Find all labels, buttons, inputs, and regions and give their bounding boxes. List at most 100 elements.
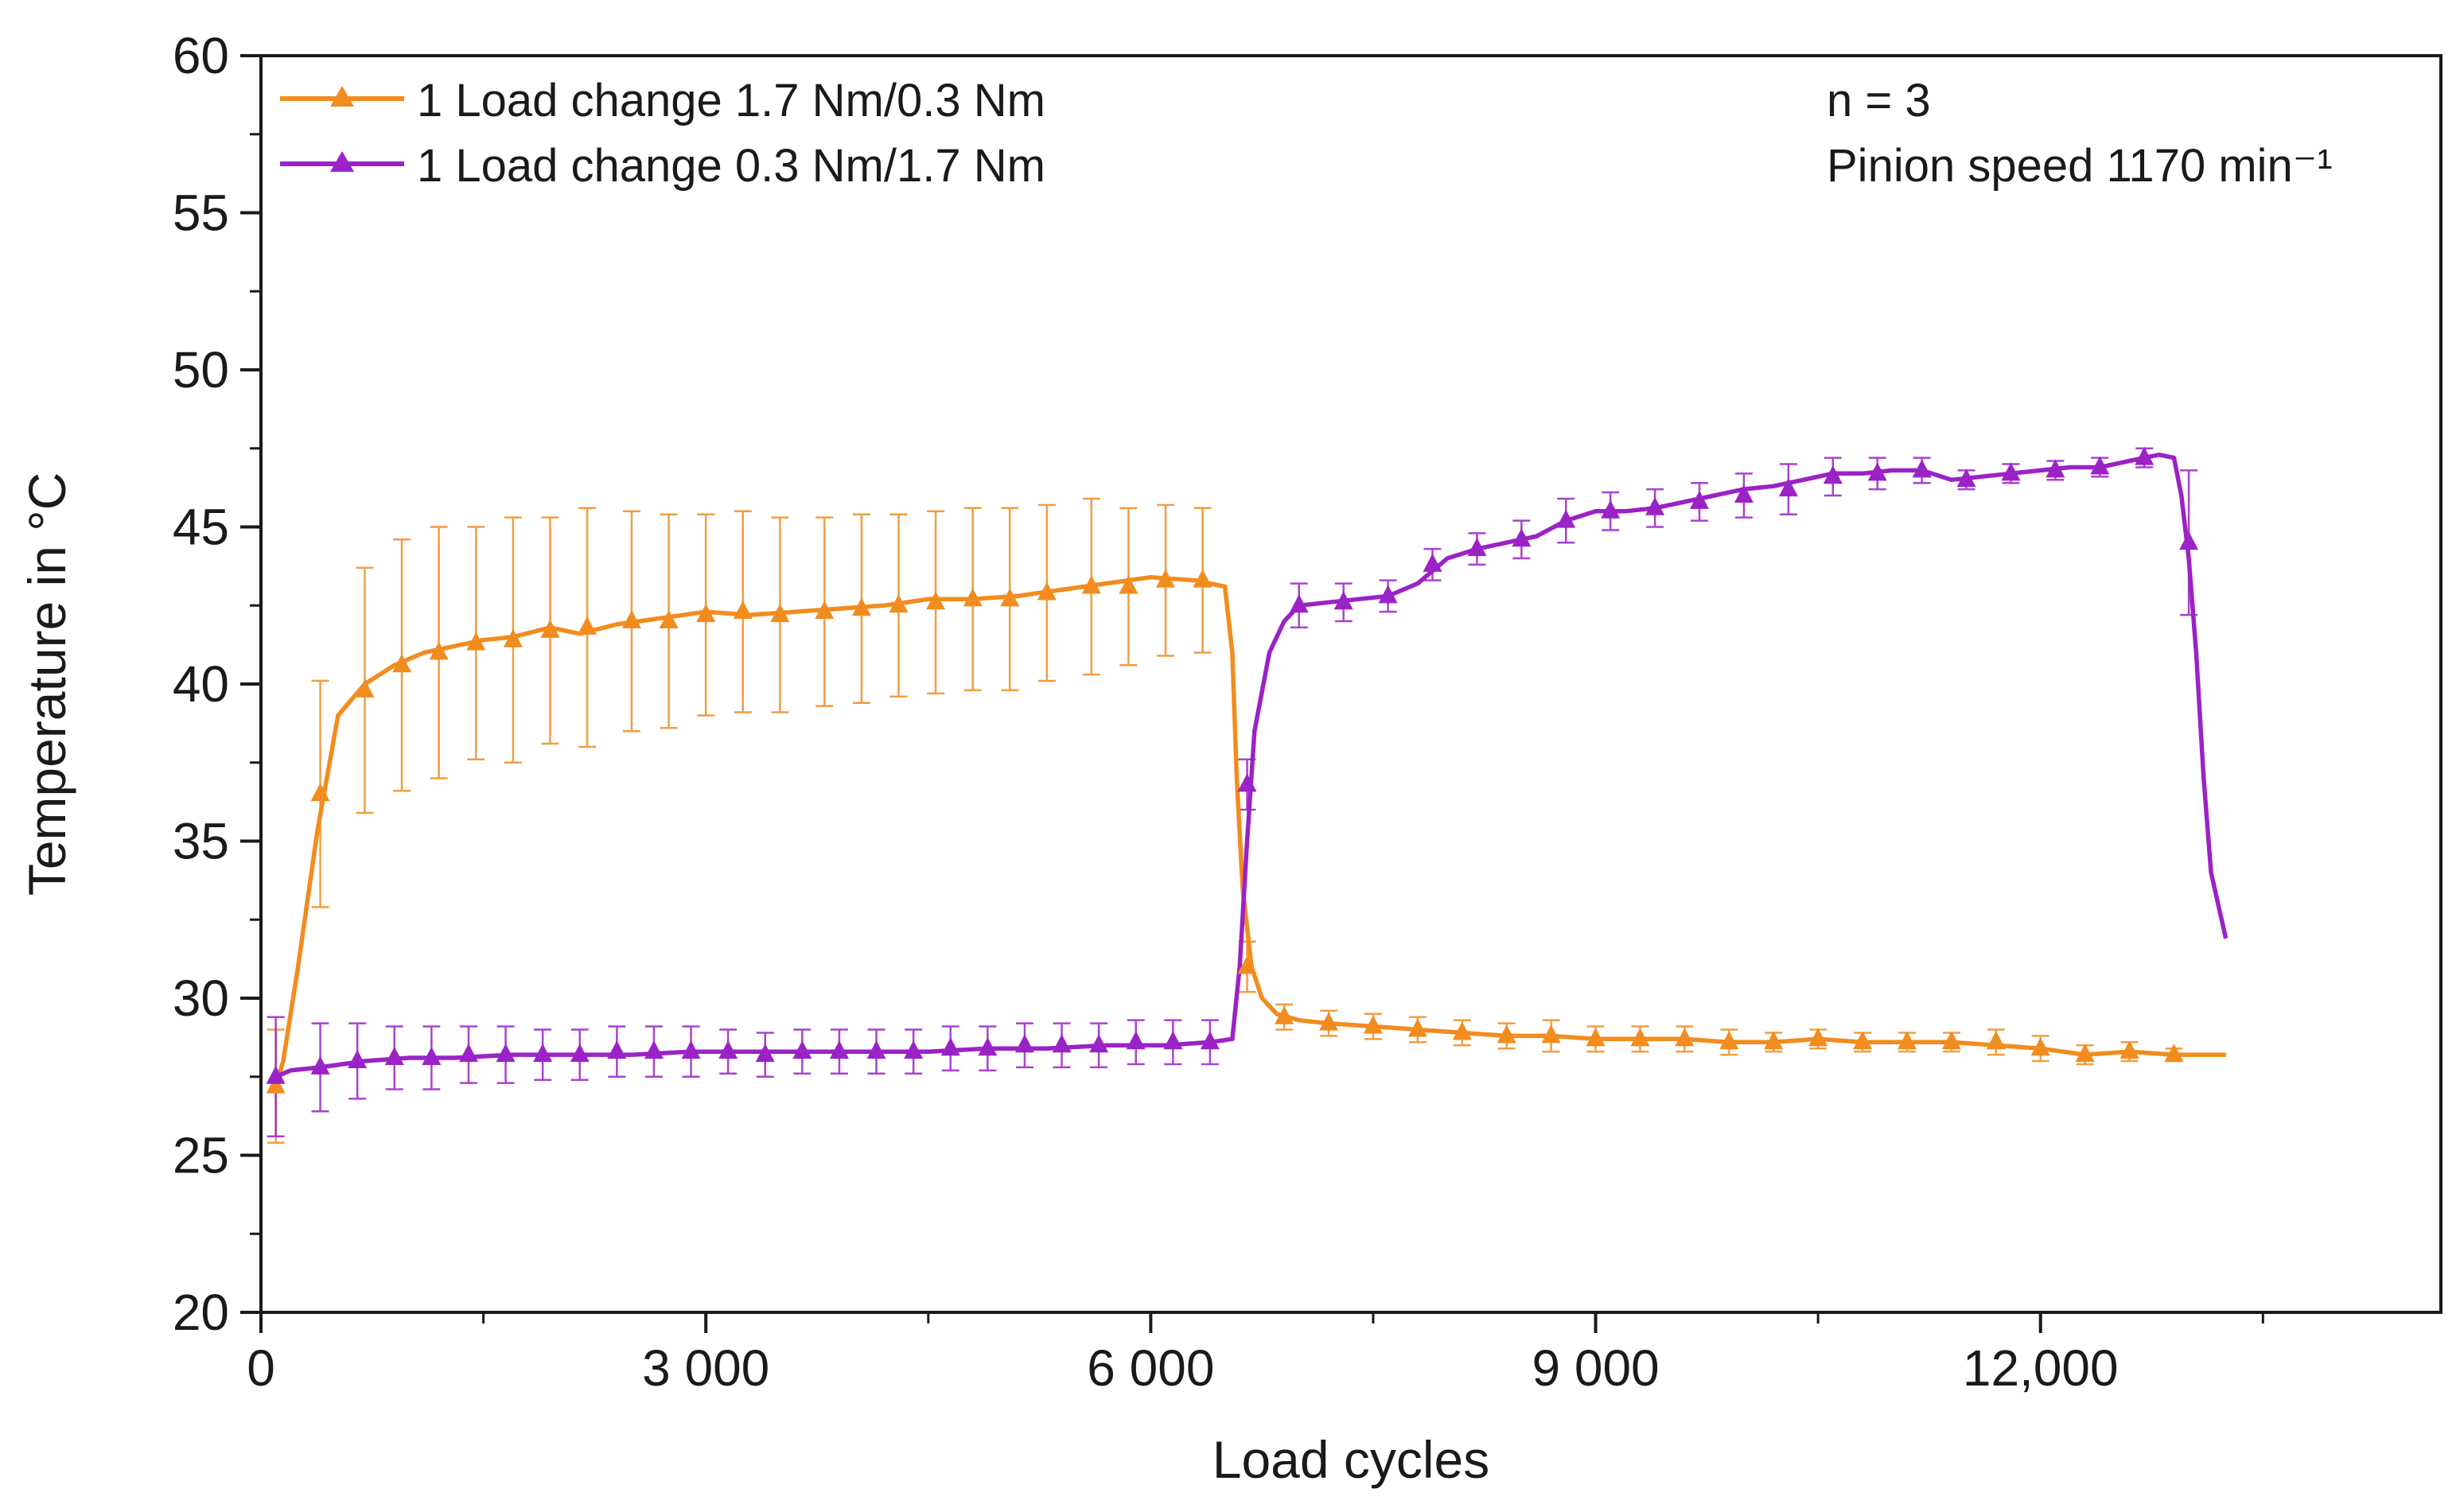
data-point-orange — [1764, 1031, 1784, 1050]
data-point-orange — [1407, 1018, 1427, 1037]
data-point-purple — [866, 1040, 886, 1059]
data-point-orange — [1675, 1028, 1695, 1047]
series-markers — [266, 446, 2199, 1094]
legend-swatch-orange-marker — [330, 86, 354, 107]
data-point-purple — [1823, 465, 1843, 484]
x-tick-label: 9 000 — [1532, 1339, 1659, 1397]
data-point-purple — [755, 1044, 775, 1063]
legend: 1 Load change 1.7 Nm/0.3 Nm 1 Load chang… — [280, 75, 1045, 192]
data-point-purple — [978, 1037, 998, 1056]
data-point-purple — [1778, 478, 1798, 497]
legend-swatch-purple-marker — [330, 151, 354, 172]
data-point-orange — [1497, 1024, 1516, 1044]
data-point-purple — [1163, 1031, 1183, 1050]
data-point-purple — [1200, 1031, 1220, 1050]
y-tick-label: 55 — [173, 185, 229, 242]
data-point-purple — [1734, 484, 1754, 503]
data-point-purple — [1956, 468, 1976, 488]
data-point-purple — [1690, 490, 1710, 509]
data-point-orange — [1193, 569, 1212, 588]
data-point-orange — [466, 632, 486, 651]
data-point-purple — [348, 1050, 368, 1068]
data-point-orange — [926, 591, 946, 610]
data-point-orange — [851, 597, 871, 616]
data-point-orange — [1452, 1021, 1472, 1040]
data-point-orange — [540, 619, 560, 638]
legend-label-orange: 1 Load change 1.7 Nm/0.3 Nm — [417, 75, 1045, 126]
data-point-orange — [355, 678, 375, 698]
data-point-orange — [1541, 1024, 1561, 1044]
data-point-purple — [2045, 459, 2065, 478]
data-point-orange — [696, 604, 716, 623]
data-point-orange — [2164, 1044, 2184, 1063]
data-point-purple — [422, 1047, 442, 1066]
x-tick-label: 0 — [247, 1339, 275, 1397]
data-point-orange — [429, 641, 449, 660]
data-point-purple — [1512, 528, 1532, 547]
data-point-orange — [503, 628, 523, 647]
series-lines — [273, 452, 2228, 1087]
y-tick-label: 50 — [173, 341, 229, 398]
y-tick-label: 45 — [173, 499, 229, 556]
data-point-orange — [963, 588, 983, 607]
data-point-purple — [2001, 462, 2021, 481]
series-line-orange — [273, 574, 2226, 1087]
x-tick-label: 3 000 — [642, 1339, 769, 1397]
data-point-purple — [1378, 585, 1398, 604]
data-point-purple — [310, 1055, 330, 1075]
data-point-purple — [940, 1037, 960, 1056]
data-point-purple — [266, 1065, 286, 1084]
data-point-orange — [1081, 575, 1101, 594]
data-point-purple — [496, 1044, 516, 1063]
data-point-purple — [1467, 538, 1487, 557]
data-point-orange — [1986, 1031, 2006, 1050]
y-tick-label: 40 — [173, 655, 229, 713]
data-point-orange — [266, 1075, 286, 1094]
data-point-purple — [1089, 1034, 1109, 1053]
y-tick-label: 60 — [173, 27, 229, 84]
data-point-purple — [1867, 462, 1887, 481]
data-point-purple — [2090, 456, 2110, 475]
y-axis: 20 25 30 35 40 45 50 55 60 — [173, 27, 261, 1341]
data-point-orange — [578, 616, 597, 635]
y-tick-label: 35 — [173, 813, 229, 870]
data-point-purple — [1912, 459, 1932, 478]
data-point-purple — [829, 1040, 849, 1059]
data-point-purple — [1556, 509, 1576, 528]
data-point-purple — [607, 1040, 627, 1059]
data-point-purple — [1237, 773, 1257, 792]
series-line-purple — [274, 452, 2228, 1079]
data-point-purple — [1333, 591, 1353, 610]
data-point-orange — [1586, 1028, 1606, 1047]
data-point-orange — [1156, 569, 1176, 588]
data-point-orange — [1897, 1031, 1917, 1050]
data-point-orange — [659, 610, 679, 628]
data-point-purple — [1052, 1034, 1072, 1053]
x-axis-label: Load cycles — [1212, 1430, 1490, 1489]
data-point-orange — [1000, 588, 1020, 607]
data-point-orange — [770, 604, 790, 623]
data-point-purple — [1645, 496, 1665, 515]
data-point-orange — [1319, 1012, 1339, 1031]
data-point-orange — [1119, 575, 1139, 594]
data-point-orange — [1808, 1028, 1828, 1047]
data-point-orange — [2119, 1040, 2139, 1059]
data-point-purple — [533, 1044, 553, 1063]
y-axis-label: Temperature in °C — [18, 472, 76, 896]
data-point-purple — [458, 1044, 478, 1063]
legend-label-purple: 1 Load change 0.3 Nm/1.7 Nm — [417, 140, 1045, 192]
data-point-purple — [644, 1040, 664, 1059]
data-point-orange — [1037, 581, 1057, 601]
data-point-orange — [1719, 1031, 1739, 1050]
legend-item-purple: 1 Load change 0.3 Nm/1.7 Nm — [280, 140, 1045, 192]
data-point-purple — [1601, 499, 1621, 519]
data-point-orange — [1237, 955, 1257, 974]
data-point-orange — [1630, 1028, 1650, 1047]
data-point-orange — [621, 610, 641, 628]
x-tick-label: 12,000 — [1963, 1339, 2119, 1397]
y-tick-label: 25 — [173, 1127, 229, 1184]
y-tick-label: 30 — [173, 970, 229, 1027]
data-point-orange — [1941, 1031, 1961, 1050]
data-point-purple — [681, 1040, 701, 1059]
